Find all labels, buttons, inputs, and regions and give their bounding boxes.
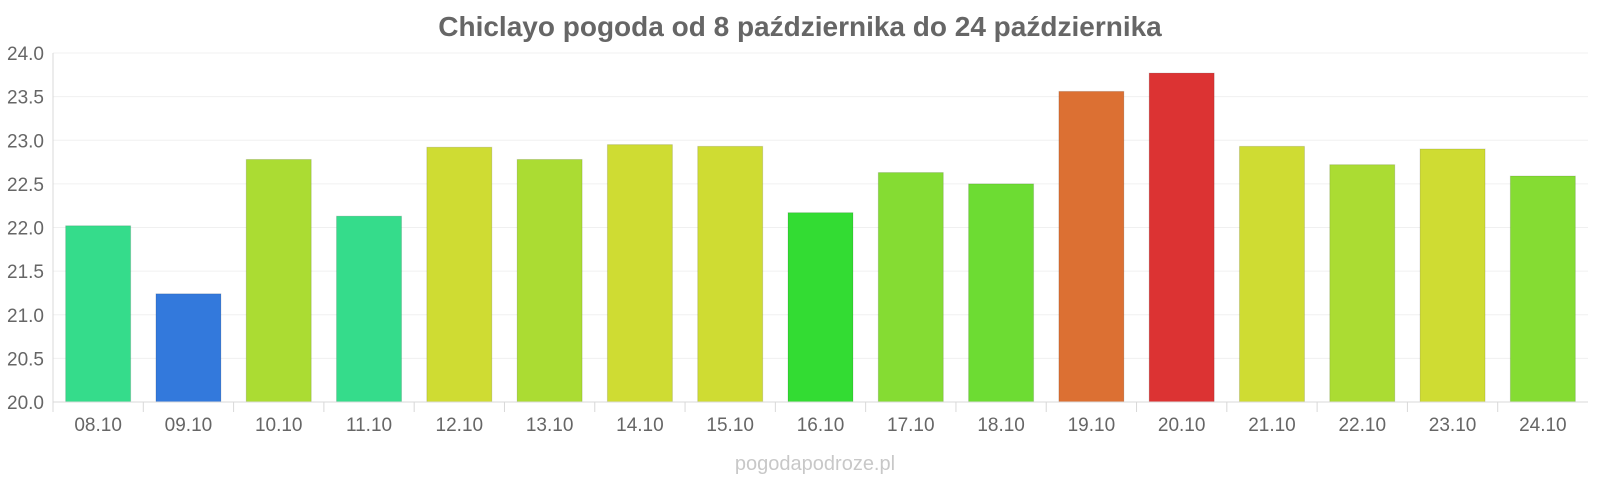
- y-tick-label: 23.5: [7, 88, 44, 109]
- x-tick-label: 10.10: [255, 415, 303, 436]
- y-axis: 20.0 20.5 21.0 21.5 22.0 22.5 23.0 23.5 24.0: [7, 44, 54, 414]
- bar: [787, 212, 854, 403]
- y-tick-label: 22.0: [7, 219, 44, 240]
- y-tick-label: 20.5: [7, 349, 44, 370]
- x-tick-label: 17.10: [887, 415, 935, 436]
- x-tick-label: 12.10: [436, 415, 484, 436]
- x-tick-label: 16.10: [797, 415, 845, 436]
- x-tick-label: 22.10: [1338, 415, 1386, 436]
- x-tick-label: 24.10: [1519, 415, 1567, 436]
- y-tick-label: 21.0: [7, 306, 44, 327]
- x-tick-label: 09.10: [165, 415, 213, 436]
- watermark: pogodapodroze.pl: [735, 453, 895, 475]
- bar: [245, 158, 312, 403]
- bar: [1329, 164, 1396, 403]
- y-tick-label: 20.0: [7, 393, 44, 414]
- bar: [968, 183, 1035, 403]
- bar: [65, 225, 132, 403]
- bar: [426, 146, 493, 403]
- bar: [1419, 148, 1486, 403]
- x-tick-label: 08.10: [74, 415, 122, 436]
- bar: [516, 158, 583, 403]
- x-tick-label: 18.10: [977, 415, 1025, 436]
- bar: [1058, 90, 1125, 403]
- y-tick-label: 23.0: [7, 131, 44, 152]
- chart-title: Chiclayo pogoda od 8 października do 24 …: [438, 11, 1162, 42]
- y-tick-label: 21.5: [7, 262, 44, 283]
- x-axis: 08.10 09.10 10.10 11.10 12.10 13.10 14.10 15.10…: [53, 401, 1588, 436]
- bar: [606, 144, 673, 403]
- x-tick-label: 14.10: [616, 415, 664, 436]
- x-tick-label: 15.10: [706, 415, 754, 436]
- bar: [155, 293, 222, 403]
- x-tick-label: 21.10: [1248, 415, 1296, 436]
- x-tick-label: 20.10: [1158, 415, 1206, 436]
- bar: [697, 145, 764, 403]
- x-tick-label: 13.10: [526, 415, 574, 436]
- x-tick-label: 11.10: [346, 415, 392, 436]
- x-tick-label: 19.10: [1068, 415, 1116, 436]
- y-tick-label: 24.0: [7, 44, 44, 65]
- bar: [1509, 175, 1576, 403]
- bar: [877, 172, 944, 403]
- x-tick-label: 23.10: [1429, 415, 1477, 436]
- bars: [65, 72, 1576, 403]
- bar: [1148, 72, 1215, 403]
- y-tick-label: 22.5: [7, 175, 44, 196]
- bar: [336, 215, 403, 403]
- bar: [1238, 145, 1305, 403]
